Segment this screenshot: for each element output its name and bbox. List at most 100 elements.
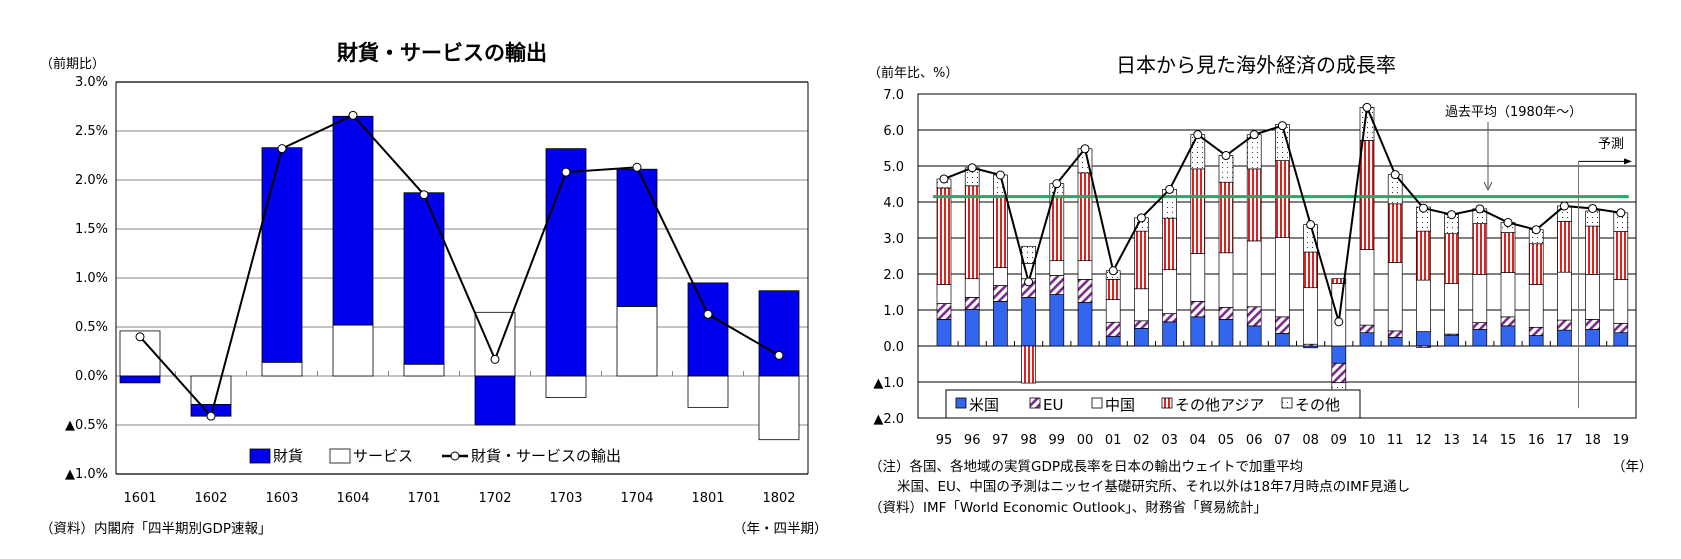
line-point	[1306, 220, 1316, 230]
bar-segment-us	[1500, 325, 1516, 347]
bar-segment-us	[1359, 332, 1375, 347]
bar-segment-china	[1472, 274, 1488, 323]
line-point	[1588, 203, 1598, 213]
forecast-label: 予測	[1598, 137, 1624, 152]
line-point	[1531, 225, 1541, 235]
bar-segment-other-asia	[1387, 203, 1403, 263]
line-point	[774, 350, 784, 360]
line-point	[490, 354, 500, 364]
x-tick-label: 98	[1020, 433, 1037, 448]
y-tick-label: 0.0	[883, 340, 904, 355]
y-tick-label: 1.0	[883, 304, 904, 319]
x-tick-label: 03	[1161, 433, 1178, 448]
line-point	[1052, 179, 1062, 189]
legend: 米国 EU 中国 その他アジア その他	[945, 389, 1361, 419]
y-tick-label: ▲0.5%	[65, 418, 108, 433]
bar-segment-china	[1162, 269, 1177, 314]
x-tick-label: 11	[1387, 433, 1404, 448]
y-tick-label: ▲2.0	[873, 412, 904, 427]
bar-segment-other-asia	[1190, 168, 1206, 254]
x-tick-label: 09	[1331, 433, 1348, 448]
y-tick-labels: 7.0 6.0 5.0 4.0 3.0 2.0 1.0 0.0 ▲1.0 ▲2.0	[873, 88, 904, 427]
bar-segment-us	[1105, 335, 1121, 347]
bar-segment-us	[1444, 334, 1459, 347]
line-point	[939, 174, 949, 184]
bar-segment-china	[1585, 274, 1600, 320]
legend-label-exports: 財貨・サービスの輸出	[471, 447, 621, 465]
y-tick-label: 2.0%	[75, 173, 108, 188]
chart-title: 日本から見た海外経済の成長率	[1116, 53, 1396, 77]
bar-services	[332, 324, 374, 377]
bar-goods	[545, 148, 587, 377]
x-tick-label: 1801	[691, 491, 724, 506]
y-tick-label: ▲1.0%	[65, 467, 108, 482]
x-tick-label: 01	[1105, 433, 1122, 448]
bar-segment-eu	[1416, 345, 1431, 348]
bar-segment-china	[1105, 299, 1121, 323]
bar-segment-other-asia	[1021, 345, 1036, 384]
bar-segment-other-asia	[1528, 243, 1544, 285]
legend-swatch-services	[329, 448, 351, 464]
line-series	[135, 110, 784, 421]
bar-segment-us	[993, 301, 1008, 347]
bar-segment-eu	[1472, 322, 1488, 330]
bar-segment-us	[1134, 328, 1149, 347]
x-tick-label: 19	[1613, 433, 1630, 448]
bar-segment-other-asia	[1359, 140, 1375, 250]
legend-swatch	[1161, 397, 1173, 409]
y-tick-label: 1.0%	[75, 271, 108, 286]
line-point	[1559, 201, 1569, 211]
bar-segment-china	[936, 284, 952, 304]
line-point	[1136, 213, 1146, 223]
x-axis-unit: （年）	[1612, 459, 1653, 475]
bar-segment-china	[1049, 260, 1065, 276]
bar-segment-other-asia	[1557, 221, 1572, 273]
line-point	[1503, 218, 1513, 228]
bar-services	[545, 375, 587, 398]
x-tick-label: 10	[1359, 433, 1376, 448]
bar-segment-us	[1585, 329, 1600, 347]
bar-segment-other-asia	[1472, 223, 1488, 275]
bar-segment-other-asia	[964, 185, 980, 280]
x-tick-label: 96	[964, 433, 981, 448]
bar-segment-china	[1275, 237, 1290, 318]
bar-segment-other	[1246, 134, 1262, 170]
y-tick-label: 0.0%	[75, 369, 108, 384]
bar-segment-us	[1387, 337, 1403, 347]
legend-label: 中国	[1105, 396, 1135, 414]
bar-segment-us	[1275, 333, 1290, 347]
line-point	[419, 190, 429, 200]
bar-segment-other-asia	[1134, 230, 1149, 290]
bar-segment-other-asia	[1613, 231, 1629, 280]
legend-marker-icon	[450, 451, 460, 461]
reference-line-label: 過去平均（1980年～）	[1445, 105, 1582, 120]
bar-segment-eu	[1049, 275, 1065, 295]
bar-segment-eu	[964, 297, 980, 310]
legend-swatch	[955, 397, 967, 409]
x-tick-labels: 95 96 97 98 99 00 01 02 03 04 05 06 07 08 09 10 11 12 13 14…	[936, 433, 1629, 448]
line-point	[995, 170, 1005, 180]
x-tick-label: 06	[1246, 433, 1263, 448]
x-tick-label: 1604	[336, 491, 369, 506]
bar-segment-us	[1049, 294, 1065, 347]
bar-segment-us	[1218, 319, 1234, 347]
bar-segment-other	[1331, 382, 1347, 391]
note-line-2: 米国、EU、中国の予測はニッセイ基礎研究所、それ以外は18年7月時点のIMF見通…	[897, 478, 1410, 495]
bar-segment-eu	[1528, 326, 1544, 336]
bar-segment-other-asia	[1303, 251, 1318, 289]
x-tick-label: 05	[1218, 433, 1235, 448]
x-tick-label: 04	[1190, 433, 1207, 448]
line-point	[1447, 210, 1457, 220]
line-point	[1362, 102, 1372, 112]
line-point	[703, 309, 713, 319]
y-tick-label: 1.5%	[75, 222, 108, 237]
y-tick-label: 3.0	[883, 232, 904, 247]
chart-title: 財貨・サービスの輸出	[337, 41, 547, 65]
exports-line	[139, 114, 780, 419]
bar-segment-eu	[1585, 319, 1600, 330]
line-point	[1165, 184, 1175, 194]
line-point	[206, 411, 216, 421]
forecast-marker	[1578, 158, 1632, 409]
x-tick-label: 1603	[265, 491, 298, 506]
